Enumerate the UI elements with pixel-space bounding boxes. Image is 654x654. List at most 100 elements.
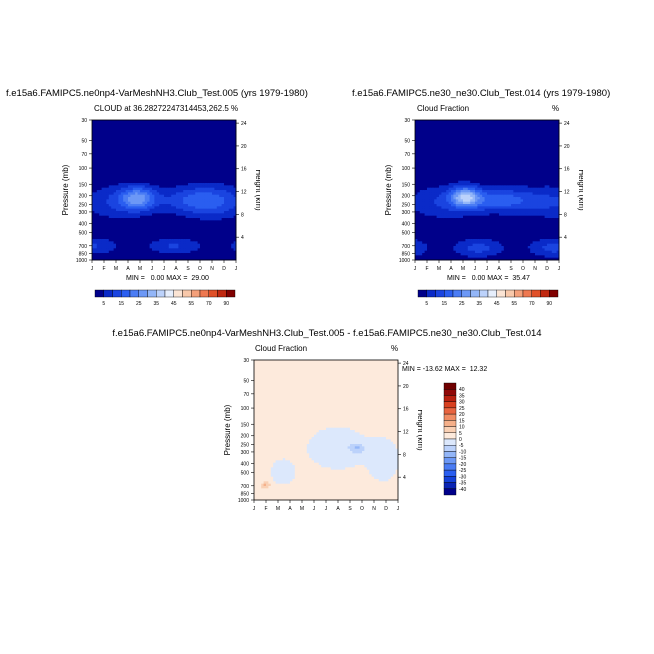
heatmap-cell <box>101 171 105 175</box>
heatmap-cell <box>118 143 122 147</box>
heatmap-cell <box>216 187 220 191</box>
heatmap-cell <box>113 206 117 210</box>
heatmap-cell <box>431 253 435 256</box>
heatmap-cell <box>195 227 198 231</box>
heatmap-cell <box>128 199 131 203</box>
heatmap-cell <box>120 190 124 193</box>
heatmap-cell <box>140 201 143 205</box>
heatmap-cell <box>207 248 210 252</box>
heatmap-cell <box>171 162 174 165</box>
heatmap-cell <box>197 225 201 228</box>
heatmap-cell <box>231 162 234 165</box>
heatmap-cell <box>92 178 95 182</box>
heatmap-cell <box>171 229 174 233</box>
heatmap-cell <box>463 239 466 242</box>
heatmap-cell <box>434 178 437 182</box>
heatmap-cell <box>209 222 213 226</box>
heatmap-cell <box>154 225 158 228</box>
heatmap-cell <box>453 225 457 228</box>
heatmap-cell <box>233 222 237 226</box>
heatmap-cell <box>99 218 102 221</box>
heatmap-cell <box>142 129 146 133</box>
heatmap-cell <box>228 176 232 179</box>
heatmap-cell <box>173 194 177 198</box>
heatmap-cell <box>204 187 208 191</box>
heatmap-cell <box>419 134 423 137</box>
heatmap-cell <box>144 159 148 163</box>
heatmap-cell <box>113 213 117 217</box>
heatmap-cell <box>130 166 134 170</box>
heatmap-cell <box>154 159 158 163</box>
heatmap-cell <box>224 171 227 175</box>
heatmap-cell <box>214 120 218 123</box>
heatmap-cell <box>178 253 182 256</box>
heatmap-cell <box>453 241 457 245</box>
heatmap-cell <box>204 129 208 133</box>
heatmap-cell <box>434 257 437 261</box>
heatmap-cell <box>161 253 165 256</box>
heatmap-cell <box>125 138 129 142</box>
heatmap-cell <box>166 173 170 177</box>
heatmap-cell <box>197 204 201 207</box>
heatmap-cell <box>118 220 122 224</box>
heatmap-cell <box>436 208 440 212</box>
heatmap-cell <box>111 185 114 189</box>
heatmap-cell <box>204 211 208 214</box>
heatmap-cell <box>429 187 433 191</box>
heatmap-cell <box>429 239 433 242</box>
heatmap-cell <box>135 173 138 177</box>
heatmap-cell <box>180 183 184 186</box>
heatmap-cell <box>415 145 418 149</box>
heatmap-cell <box>415 248 418 252</box>
heatmap-cell <box>228 143 232 147</box>
heatmap-cell <box>465 192 469 196</box>
heatmap-cell <box>176 208 179 212</box>
heatmap-cell <box>140 138 143 142</box>
heatmap-cell <box>128 248 131 252</box>
heatmap-cell <box>173 138 177 142</box>
heatmap-cell <box>448 253 452 256</box>
heatmap-cell <box>96 255 100 259</box>
heatmap-cell <box>154 192 158 196</box>
heatmap-cell <box>204 208 208 212</box>
heatmap-cell <box>92 215 95 219</box>
heatmap-cell <box>448 241 452 245</box>
heatmap-cell <box>185 171 189 175</box>
heatmap-cell <box>212 227 215 231</box>
heatmap-cell <box>180 201 184 205</box>
heatmap-cell <box>441 145 445 149</box>
heatmap-cell <box>154 166 158 170</box>
heatmap-cell <box>441 157 445 161</box>
heatmap-cell <box>417 229 421 233</box>
heatmap-cell <box>209 232 213 235</box>
heatmap-cell <box>197 192 201 196</box>
heatmap-cell <box>434 234 437 238</box>
heatmap-cell <box>448 173 452 177</box>
heatmap-cell <box>212 166 215 170</box>
heatmap-cell <box>171 239 174 242</box>
heatmap-cell <box>200 213 203 217</box>
heatmap-cell <box>152 241 155 245</box>
heatmap-cell <box>159 227 162 231</box>
heatmap-cell <box>178 164 182 168</box>
heatmap-cell <box>149 138 153 142</box>
heatmap-cell <box>132 255 136 259</box>
heatmap-cell <box>152 220 155 224</box>
heatmap-cell <box>219 192 222 196</box>
heatmap-cell <box>166 208 170 212</box>
heatmap-cell <box>137 213 141 217</box>
heatmap-cell <box>424 122 428 126</box>
heatmap-cell <box>228 192 232 196</box>
heatmap-cell <box>209 255 213 259</box>
heatmap-cell <box>207 206 210 210</box>
heatmap-cell <box>128 250 131 254</box>
heatmap-cell <box>422 215 425 219</box>
heatmap-cell <box>104 164 107 168</box>
heatmap-cell <box>116 120 119 123</box>
heatmap-cell <box>195 134 198 137</box>
heatmap-cell <box>451 236 454 240</box>
heatmap-cell <box>185 173 189 177</box>
heatmap-cell <box>183 185 186 189</box>
heatmap-cell <box>188 257 191 261</box>
heatmap-cell <box>439 204 442 207</box>
